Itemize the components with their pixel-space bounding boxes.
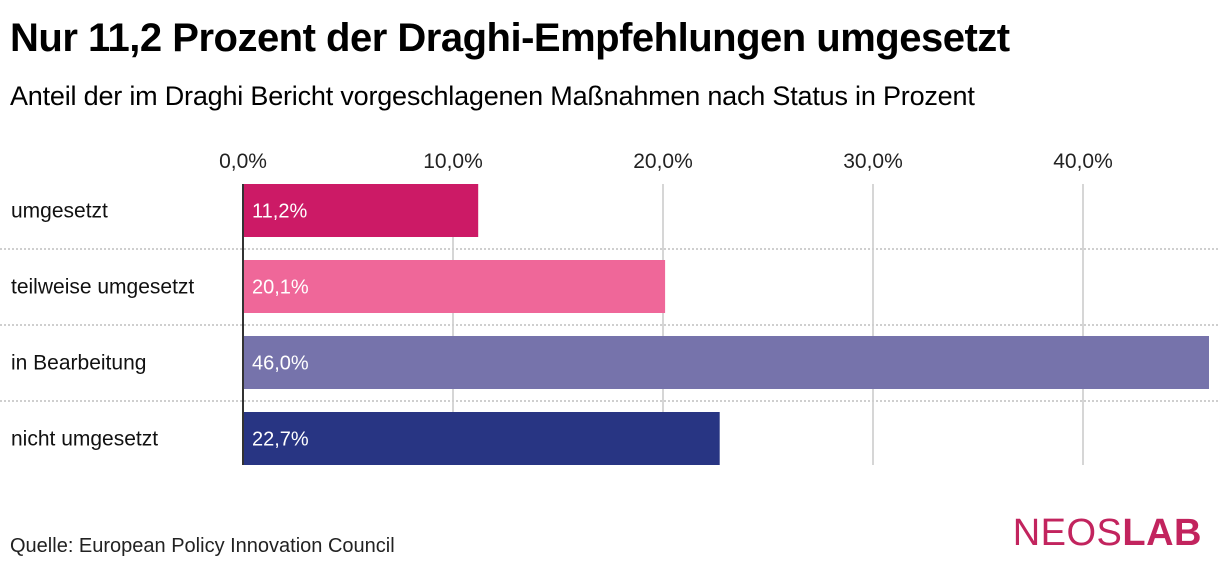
bar-umgesetzt <box>243 184 479 237</box>
x-tick-label: 20,0% <box>633 150 693 173</box>
category-label: in Bearbeitung <box>11 352 146 375</box>
chart-title: Nur 11,2 Prozent der Draghi-Empfehlungen… <box>10 16 1010 60</box>
category-label: umgesetzt <box>11 200 108 223</box>
logo-text-lab: LAB <box>1122 512 1202 554</box>
row-separators <box>0 248 1220 402</box>
bar-value-label: 11,2% <box>252 201 307 223</box>
bars: 11,2% 20,1% 46,0% 22,7% <box>243 184 1209 465</box>
bar-nicht-umgesetzt <box>243 412 720 465</box>
source-note: Quelle: European Policy Innovation Counc… <box>10 535 395 557</box>
bar-teilweise-umgesetzt <box>243 260 666 313</box>
x-tick-label: 10,0% <box>423 150 483 173</box>
category-label: nicht umgesetzt <box>11 428 158 451</box>
neoslab-logo: NEOSLAB <box>1013 512 1202 555</box>
bar-value-label: 46,0% <box>252 353 309 375</box>
category-labels: umgesetzt teilweise umgesetzt in Bearbeitu… <box>11 200 194 451</box>
bar-value-label: 22,7% <box>252 429 309 451</box>
x-tick-label: 40,0% <box>1053 150 1113 173</box>
bar-in-bearbeitung <box>243 336 1209 389</box>
category-label: teilweise umgesetzt <box>11 276 194 299</box>
logo-text-neos: NEOS <box>1012 512 1123 554</box>
x-axis-ticks: 0,0% 10,0% 20,0% 30,0% 40,0% <box>219 150 1113 173</box>
x-tick-label: 0,0% <box>219 150 267 173</box>
bar-value-label: 20,1% <box>252 277 309 299</box>
chart-subtitle: Anteil der im Draghi Bericht vorgeschlag… <box>10 81 975 111</box>
x-tick-label: 30,0% <box>843 150 903 173</box>
